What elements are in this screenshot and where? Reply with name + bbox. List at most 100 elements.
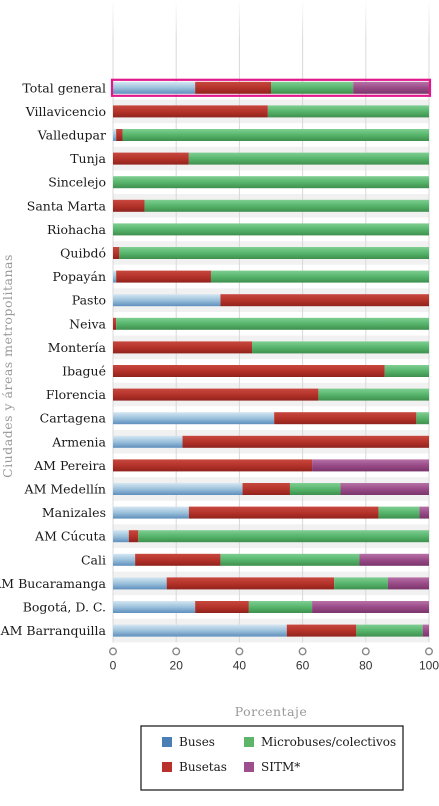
bar-segment-microbuses-colectivos (116, 317, 429, 330)
bar-segment-microbuses-colectivos (144, 199, 429, 212)
bar-segment-microbuses-colectivos (248, 601, 313, 613)
tick-marker (298, 647, 307, 656)
category-label: AM Bucaramanga (0, 576, 107, 591)
bar-segment-buses (113, 577, 167, 590)
bar-segment-microbuses-colectivos (252, 341, 429, 354)
bar-segment-microbuses-colectivos (113, 223, 429, 236)
legend-swatch (162, 737, 172, 747)
bar-segment-busetas (113, 388, 319, 401)
grid-fade (111, 0, 431, 40)
bar-segment-microbuses-colectivos (188, 152, 429, 165)
bar-segment-busetas (113, 199, 145, 212)
bar-segment-buses (113, 270, 117, 283)
bar-segment-busetas (286, 624, 357, 637)
bar-segment-busetas (195, 81, 271, 94)
tick-marker (172, 647, 181, 656)
bar-segment-busetas (195, 601, 249, 613)
bar-segment-busetas (116, 129, 123, 141)
bar-segment-busetas (128, 530, 139, 543)
bar-segment-busetas (113, 365, 385, 377)
category-label: Valledupar (37, 128, 106, 143)
bar-segment-busetas (188, 506, 379, 519)
bar-segment-buses (113, 483, 243, 495)
legend-swatch (244, 737, 254, 747)
tick-label: 100 (419, 658, 439, 672)
bar-segment-sitm (340, 483, 429, 495)
legend-swatch (162, 762, 172, 772)
bar-segment-busetas (242, 483, 290, 495)
bar-segment-microbuses-colectivos (267, 105, 429, 118)
category-label: Neiva (69, 316, 106, 331)
bar-segment-busetas (113, 247, 120, 259)
bar-segment-busetas (113, 459, 313, 472)
tick-label: 60 (296, 658, 310, 672)
category-label: Total general (22, 80, 106, 95)
bar-segment-microbuses-colectivos (122, 129, 429, 141)
bar-segment-microbuses-colectivos (119, 247, 429, 259)
bar-segment-microbuses-colectivos (289, 483, 341, 495)
bar-segment-buses (113, 435, 183, 448)
tick-marker (235, 647, 244, 656)
legend-label: Microbuses/colectivos (261, 735, 396, 749)
y-axis-title: Ciudades y áreas metropolitanas (0, 254, 15, 478)
bar-segment-sitm (312, 601, 429, 613)
legend-frame (140, 725, 404, 791)
category-label: Florencia (46, 387, 107, 402)
legend-label: Buses (179, 735, 215, 749)
tick-label: 40 (233, 658, 247, 672)
category-label: Cartagena (40, 411, 107, 426)
category-label: AM Pereira (33, 458, 106, 473)
x-axis-title: Porcentaje (235, 704, 308, 719)
bar-segment-busetas (116, 270, 211, 283)
category-label: Cali (81, 552, 106, 567)
tick-marker (361, 647, 370, 656)
bar-segment-buses (113, 624, 287, 637)
bar-segment-microbuses-colectivos (220, 553, 360, 566)
bar-segment-microbuses-colectivos (384, 365, 429, 377)
tick-label: 0 (110, 658, 117, 672)
category-label: Armenia (51, 434, 106, 449)
bar-segment-sitm (419, 506, 429, 519)
category-label: Tunja (70, 151, 106, 166)
bar-segment-sitm (422, 624, 429, 637)
bar-segment-buses (113, 294, 221, 307)
category-labels: Total general Villavicencio Valledupar Tunj… (0, 80, 107, 638)
bar-segment-sitm (359, 553, 429, 566)
bar-segment-microbuses-colectivos (356, 624, 423, 637)
bar-segment-buses (113, 412, 275, 425)
bar-segment-sitm (387, 577, 429, 590)
category-label: AM Barranquilla (0, 623, 107, 638)
bar-segment-buses (113, 553, 136, 566)
bar-segment-buses (113, 81, 196, 94)
bar-segment-microbuses-colectivos (378, 506, 420, 519)
bar-segment-buses (113, 530, 129, 543)
category-label: AM Medellín (24, 482, 106, 497)
bar-segment-busetas (274, 412, 417, 425)
x-axis-ticks: 0 20 40 60 80 100 (108, 647, 439, 672)
bar-segment-busetas (135, 553, 221, 566)
bar-segment-microbuses-colectivos (271, 81, 354, 94)
category-label: Villavicencio (25, 104, 106, 119)
bar-segment-busetas (220, 294, 429, 307)
bar-segment-busetas (166, 577, 335, 590)
bar-segment-sitm (353, 81, 429, 94)
bar-segment-microbuses-colectivos (138, 530, 429, 543)
category-label: Santa Marta (27, 198, 107, 213)
bar-segment-microbuses-colectivos (416, 412, 429, 425)
category-label: Manizales (42, 505, 106, 520)
bar-segment-busetas (113, 152, 189, 165)
legend-label: Busetas (179, 760, 227, 774)
category-label: Ibagué (62, 364, 106, 379)
legend-swatch (244, 762, 254, 772)
bar-segment-buses (113, 129, 117, 141)
category-label: Riohacha (47, 222, 106, 237)
tick-marker (108, 647, 117, 656)
legend: Buses Microbuses/colectivos Busetas SITM* (140, 725, 404, 791)
tick-label: 80 (359, 658, 373, 672)
bar-segment-busetas (182, 435, 429, 448)
category-label: Sincelejo (48, 175, 106, 190)
bar-segment-busetas (113, 317, 117, 330)
bar-segment-microbuses-colectivos (334, 577, 388, 590)
tick-marker (425, 647, 434, 656)
